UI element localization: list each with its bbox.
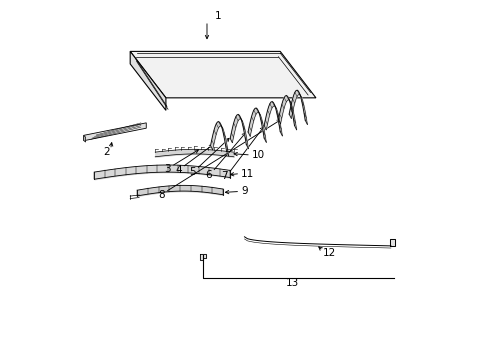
Text: 7: 7	[221, 171, 228, 181]
Text: 8: 8	[158, 190, 164, 200]
Text: 9: 9	[241, 186, 247, 197]
Text: 6: 6	[205, 170, 212, 180]
Text: 12: 12	[322, 248, 335, 258]
Text: 10: 10	[251, 150, 264, 160]
Polygon shape	[278, 95, 296, 130]
Text: 5: 5	[189, 167, 196, 177]
Text: 11: 11	[241, 168, 254, 179]
Text: 3: 3	[164, 164, 171, 174]
Text: 13: 13	[285, 278, 299, 288]
Polygon shape	[210, 122, 228, 156]
Text: 1: 1	[214, 11, 221, 21]
Polygon shape	[288, 90, 307, 125]
Text: 4: 4	[175, 165, 182, 175]
Polygon shape	[247, 108, 266, 142]
Polygon shape	[83, 135, 85, 142]
Polygon shape	[389, 239, 394, 246]
Polygon shape	[200, 254, 206, 260]
Polygon shape	[230, 114, 248, 149]
Polygon shape	[130, 51, 315, 98]
Polygon shape	[264, 102, 282, 136]
Text: 2: 2	[103, 148, 110, 157]
Polygon shape	[130, 51, 165, 111]
Polygon shape	[83, 123, 146, 141]
